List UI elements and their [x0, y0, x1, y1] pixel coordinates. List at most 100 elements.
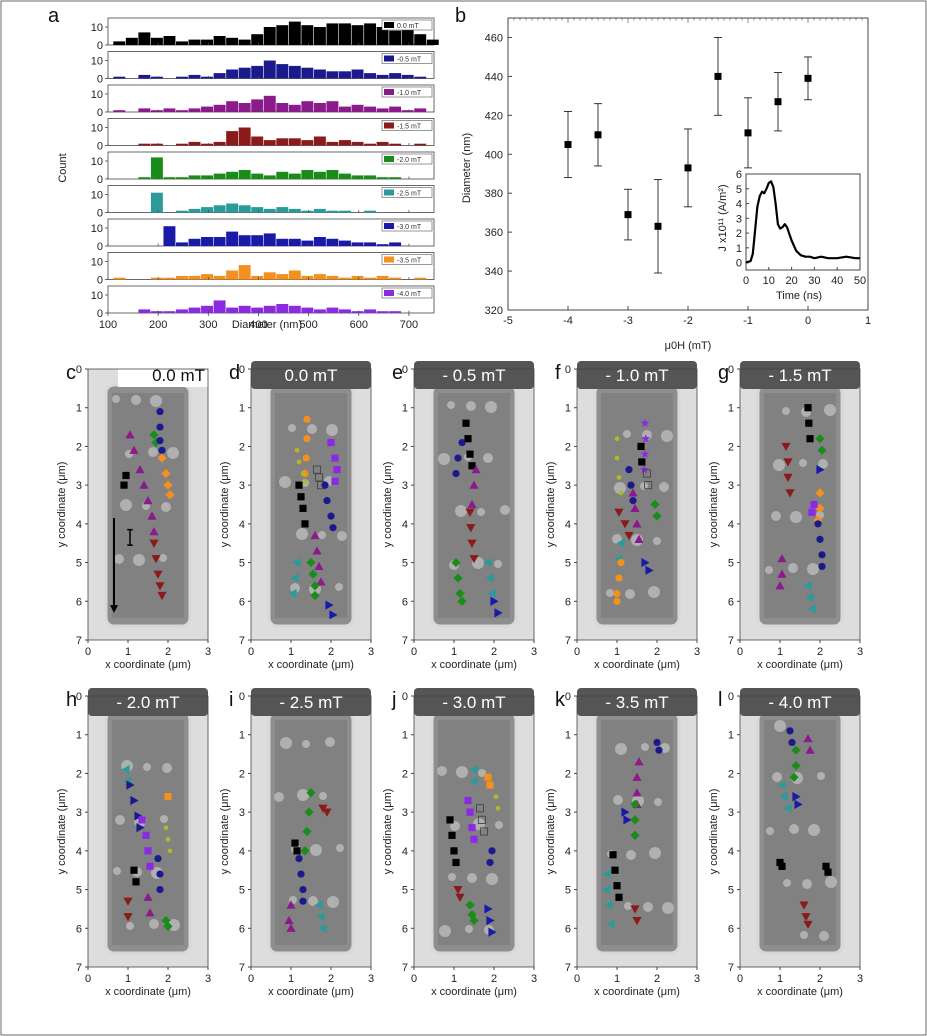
particle-track	[628, 488, 644, 543]
track-marker-triangle-left	[318, 923, 327, 933]
histogram-bar	[238, 265, 251, 280]
x-tick-label: 0	[85, 646, 91, 658]
track-marker-diamond	[791, 761, 801, 771]
panel-title: - 3.5 mT	[605, 693, 668, 712]
track-marker-diamond	[815, 434, 825, 444]
y-tick-label: 1	[728, 730, 734, 742]
micrograph-speckle	[131, 395, 141, 405]
x-tick-label: 3	[368, 646, 374, 658]
y-tick-label: 0	[97, 208, 103, 220]
legend-swatch	[384, 156, 394, 162]
track-marker-dot	[163, 825, 169, 831]
track-marker-square	[468, 462, 476, 470]
x-axis-label: x coordinate (μm)	[268, 659, 354, 671]
nanowire-texture	[275, 720, 347, 945]
histogram-bar	[163, 311, 176, 313]
track-marker-dot	[296, 459, 302, 465]
y-tick-label: 1	[402, 730, 408, 742]
histogram-bar	[138, 32, 151, 45]
y-tick-label: 3	[728, 480, 734, 492]
y-tick-label: 0	[76, 691, 82, 703]
track-marker-triangle-left	[807, 604, 816, 614]
histogram-bar	[313, 208, 326, 213]
inset-x-tick-label: 0	[743, 275, 749, 287]
x-tick-label: 1	[614, 646, 620, 658]
track-marker-triangle-up	[284, 915, 294, 925]
track-marker-triangle-down	[123, 897, 133, 906]
track-marker-triangle-right	[623, 815, 632, 825]
panel-title: - 4.0 mT	[768, 693, 831, 712]
particle-track	[294, 447, 308, 484]
y-tick-label: 2	[239, 441, 245, 453]
particle-track	[156, 407, 166, 454]
y-tick-label: 7	[76, 962, 82, 974]
inset-x-axis-label: Time (ns)	[776, 290, 822, 302]
track-marker-circle	[486, 858, 494, 867]
histogram-bar	[288, 270, 301, 280]
histogram-bar	[301, 275, 314, 280]
histogram-bar	[213, 173, 226, 179]
particle-track	[777, 780, 792, 813]
histogram-bar	[376, 108, 389, 112]
particle-track	[120, 471, 130, 489]
track-marker-triangle-down	[614, 508, 624, 517]
histogram-bar	[238, 39, 251, 45]
track-marker-triangle-down	[781, 442, 791, 452]
histogram-bar	[339, 277, 351, 280]
particle-track	[453, 885, 465, 902]
histogram-bar	[138, 177, 151, 179]
x-tick-label: 2	[817, 973, 823, 985]
track-marker-triangle-up	[471, 465, 481, 474]
track-marker-circle	[156, 407, 164, 416]
y-tick-label: 5	[728, 885, 734, 897]
y-tick-label: 10	[91, 223, 103, 235]
y-tick-label: 7	[728, 962, 734, 974]
x-axis-label: x coordinate (μm)	[757, 659, 843, 671]
histogram-bar	[201, 305, 214, 313]
y-tick-label: 7	[402, 635, 408, 647]
track-marker-triangle-up	[634, 757, 644, 766]
particle-track	[284, 900, 296, 932]
y-axis-label: y coordinate (μm)	[545, 462, 557, 548]
current-pulse-line	[745, 180, 860, 264]
micrograph-speckle	[302, 740, 310, 748]
y-tick-label: 4	[402, 519, 408, 531]
panel-frame	[576, 368, 698, 641]
track-marker-triangle-down	[803, 920, 813, 930]
field-x-axis-label: μ0H (mT)	[665, 340, 712, 352]
micrograph-speckle	[448, 873, 456, 881]
track-marker-square	[446, 816, 454, 824]
x-tick-label: 2	[328, 646, 334, 658]
histogram-bar	[301, 101, 314, 112]
histogram-bar	[213, 104, 226, 112]
micrograph-speckle	[659, 482, 669, 492]
track-marker-square	[120, 481, 128, 489]
histogram-bar	[226, 101, 239, 112]
track-marker-square	[776, 858, 784, 867]
histogram-bar	[213, 275, 226, 280]
legend-swatch	[384, 55, 394, 62]
particle-track	[803, 733, 815, 754]
particle-track	[486, 847, 496, 867]
micrograph-speckle	[483, 453, 493, 463]
y-tick-label: 5	[565, 558, 571, 570]
y-tick-label: 10	[91, 290, 103, 302]
inset-x-tick-label: 20	[785, 275, 797, 287]
histogram-bar	[389, 143, 402, 146]
histogram-bar	[364, 175, 377, 179]
track-marker-circle	[158, 446, 166, 454]
track-marker-square	[142, 831, 150, 839]
histogram-bar	[251, 235, 264, 246]
diameter-y-axis-label: Diameter (nm)	[461, 133, 473, 203]
micrograph-speckle	[773, 459, 785, 471]
track-marker-diamond	[163, 480, 173, 490]
histogram-bar	[150, 37, 163, 45]
particle-track	[609, 851, 623, 901]
histogram-bar	[276, 171, 289, 179]
histogram-bar	[288, 173, 301, 179]
histogram-bar	[276, 103, 289, 112]
histogram-row-2: 0 10 -1.0 mT	[91, 84, 435, 119]
track-marker-diamond	[310, 590, 320, 601]
histogram-bar	[113, 41, 126, 45]
